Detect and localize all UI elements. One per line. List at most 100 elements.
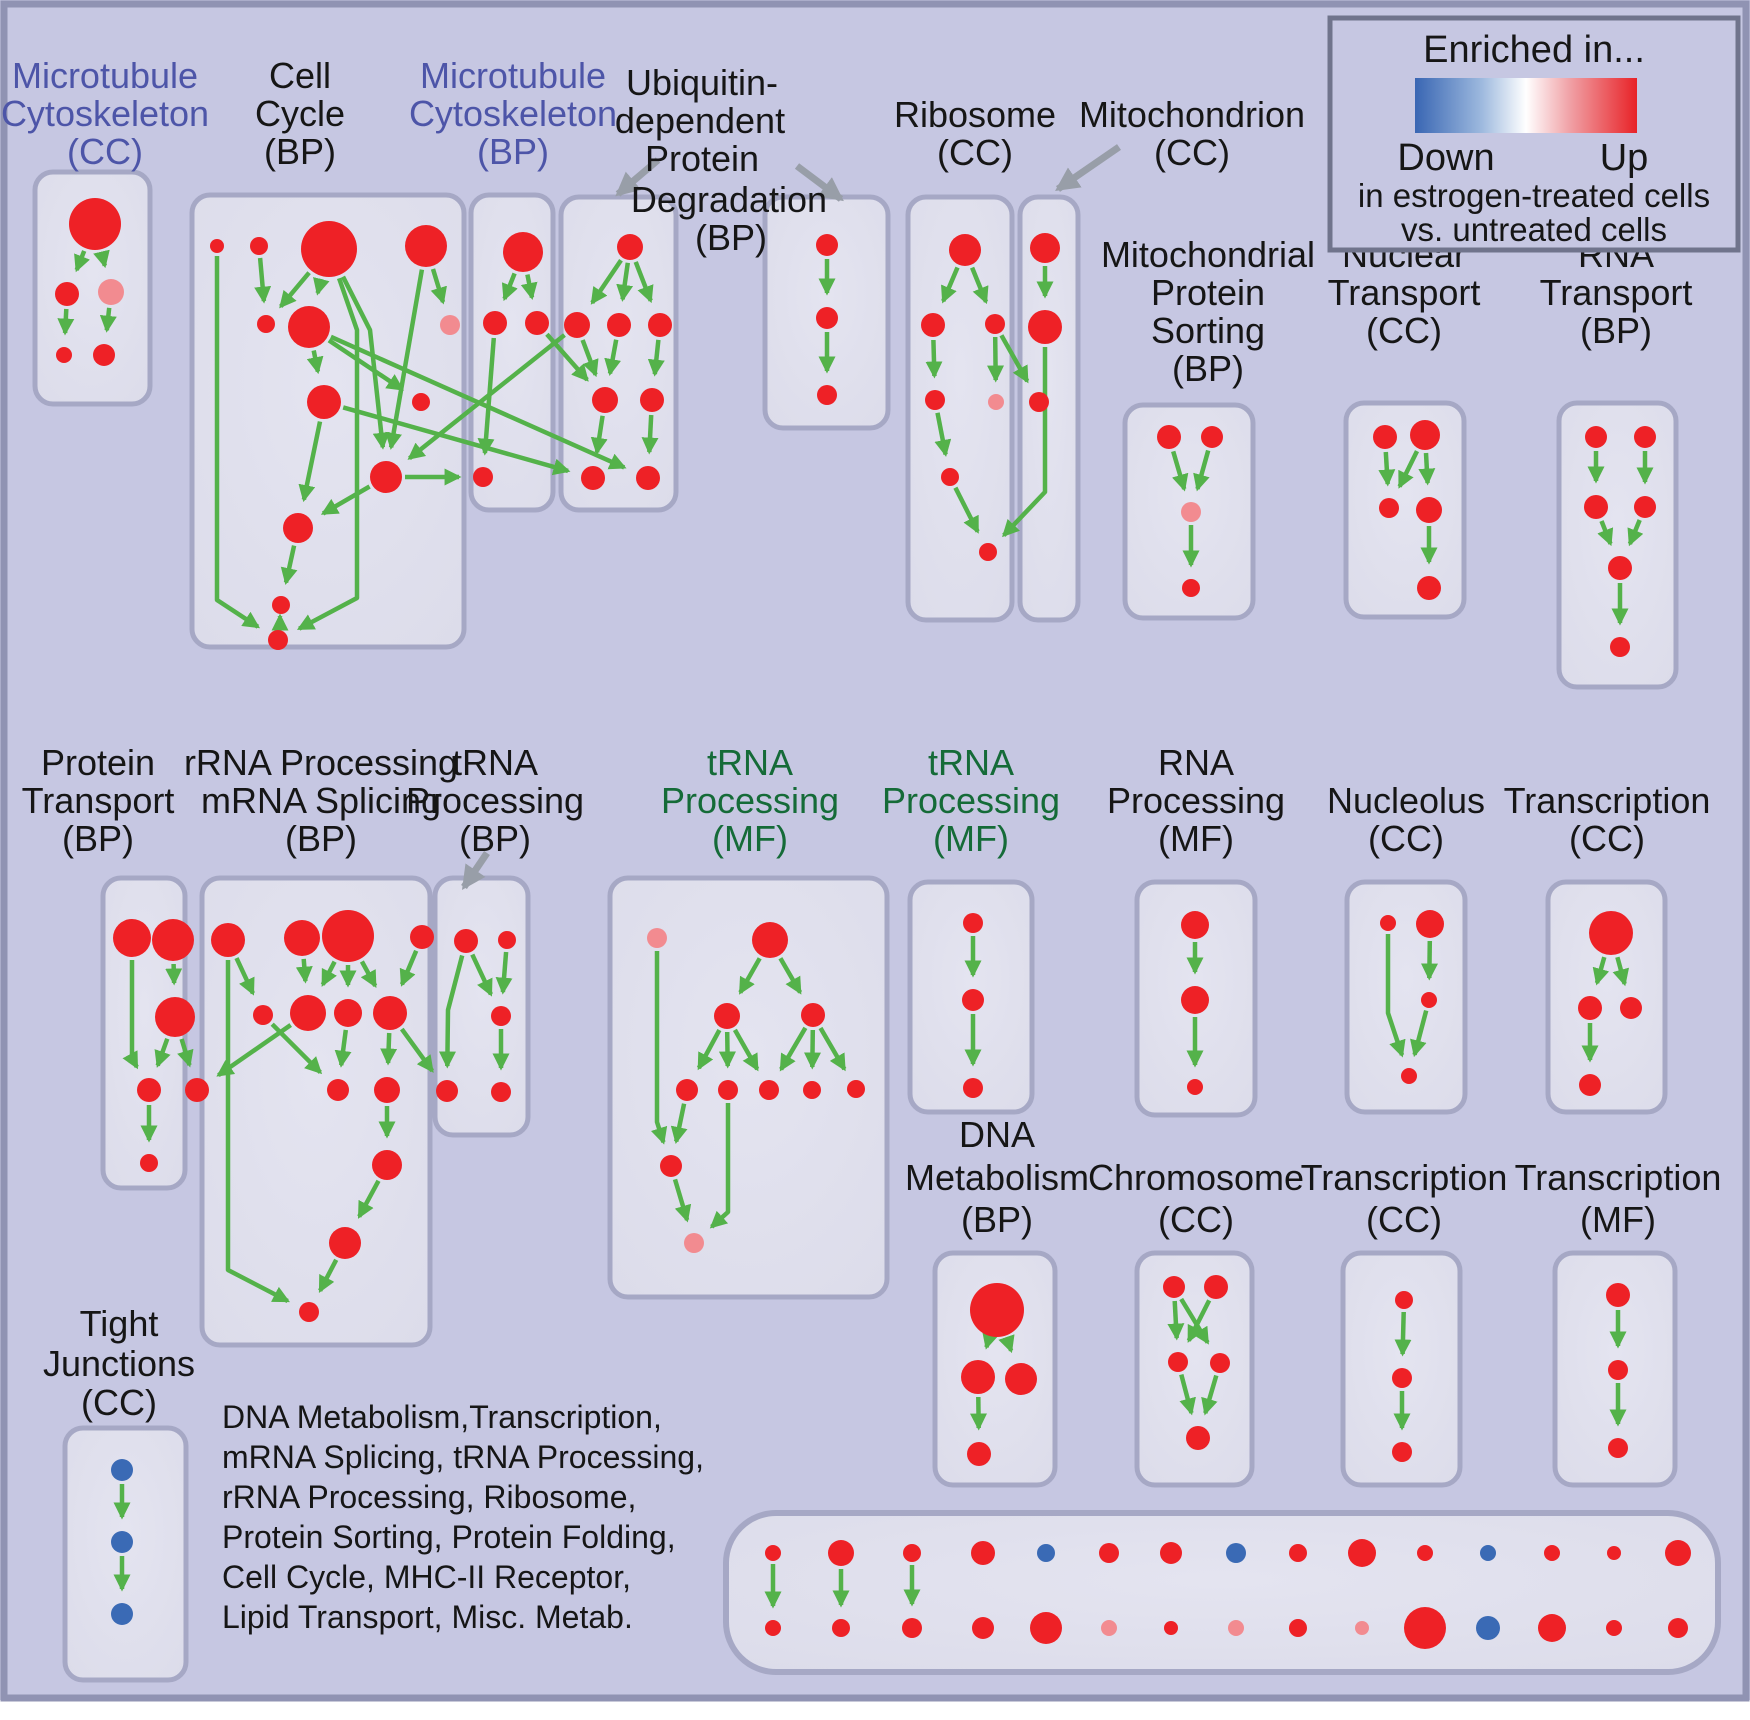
go-node-tmf1-w5 <box>847 1080 865 1098</box>
go-node-rnat-ml <box>1584 495 1608 519</box>
cluster-label: (BP) <box>477 131 549 172</box>
misc-cluster-text-line: Cell Cycle, MHC-II Receptor, <box>222 1559 631 1595</box>
edge-arrow <box>65 309 66 333</box>
cluster-label: (BP) <box>459 818 531 859</box>
go-node-chrom-mr <box>1210 1353 1230 1373</box>
go-node-tmf3-c <box>1608 1438 1628 1458</box>
cluster-label: (BP) <box>62 818 134 859</box>
go-node-nucl-b <box>1401 1068 1417 1084</box>
merged-cluster-box <box>726 1513 1718 1672</box>
go-node-tbp-br <box>491 1082 511 1102</box>
go-node-ua-m2 <box>640 388 664 412</box>
go-node-ua-m1 <box>592 387 618 413</box>
cluster-label: (CC) <box>1366 310 1442 351</box>
edge-arrow <box>987 1339 989 1347</box>
edge-arrow <box>727 1032 728 1066</box>
pill-node <box>765 1620 781 1636</box>
go-node-rrna-d2 <box>329 1227 361 1259</box>
go-node-mt_cc-t <box>69 198 121 250</box>
go-node-rrna-l2 <box>185 1078 209 1102</box>
go-node-tcc2-t <box>1589 911 1633 955</box>
go-node-rrna-r2 <box>284 920 320 956</box>
cluster-label: Microtubule <box>12 55 198 96</box>
cluster-label: Cytoskeleton <box>1 93 209 134</box>
cluster-label: tRNA <box>452 742 538 783</box>
edge-arrow <box>1426 453 1428 483</box>
cluster-label: (BP) <box>264 131 336 172</box>
pill-node <box>1226 1543 1246 1563</box>
go-node-pt-l <box>137 1078 161 1102</box>
pill-node <box>972 1617 994 1639</box>
go-node-tmf1-w4 <box>803 1081 821 1099</box>
go-node-tmf3-a <box>1606 1283 1630 1307</box>
go-node-rrna-r1 <box>211 923 245 957</box>
go-node-mt_bp-mr <box>525 311 549 335</box>
go-node-mt_cc-bl <box>56 347 72 363</box>
cluster-label: DNA <box>959 1114 1035 1155</box>
cluster-label: tRNA <box>707 742 793 783</box>
go-node-pt-t2 <box>152 919 194 961</box>
go-node-cc-n2 <box>250 237 268 255</box>
go-node-nt-tr <box>1410 420 1440 450</box>
cluster-label: (CC) <box>1569 818 1645 859</box>
go-node-rnat-m <box>1608 556 1632 580</box>
misc-cluster-text-line: mRNA Splicing, tRNA Processing, <box>222 1439 704 1475</box>
cluster-label: Transcription <box>1504 780 1711 821</box>
go-node-tcc3-b <box>1392 1368 1412 1388</box>
cluster-label: (BP) <box>961 1199 1033 1240</box>
go-node-tmf1-w1 <box>676 1079 698 1101</box>
go-node-tj-a <box>111 1459 133 1481</box>
misc-cluster-text-line: Lipid Transport, Misc. Metab. <box>222 1599 633 1635</box>
go-node-rrna-m3 <box>373 996 407 1030</box>
cluster-label: Processing <box>406 780 584 821</box>
edge-arrow <box>649 415 651 452</box>
go-node-rnat-b <box>1610 637 1630 657</box>
go-node-chrom-tl <box>1163 1276 1185 1298</box>
go-node-cc-n13 <box>268 630 288 650</box>
cluster-label: (CC) <box>937 132 1013 173</box>
misc-cluster-text-line: DNA Metabolism,Transcription, <box>222 1399 662 1435</box>
go-node-nucl-m <box>1421 992 1437 1008</box>
pill-node <box>1099 1543 1119 1563</box>
go-node-rnat-tr <box>1634 426 1656 448</box>
edge-arrow <box>102 252 105 266</box>
pill-node <box>1348 1539 1376 1567</box>
go-node-rnamf-b <box>1181 986 1209 1014</box>
go-node-mps-b <box>1182 579 1200 597</box>
go-node-tmf1-pkb <box>684 1233 704 1253</box>
cluster-label: Ubiquitin- <box>626 62 778 103</box>
cluster-label: Cycle <box>255 93 345 134</box>
go-node-chrom-b <box>1186 1426 1210 1450</box>
cluster-label: Transport <box>22 780 175 821</box>
go-node-mt_cc-ml <box>55 282 79 306</box>
pill-node <box>1355 1621 1369 1635</box>
legend-down-label: Down <box>1397 137 1494 179</box>
edge-arrow <box>812 1030 813 1067</box>
go-node-tmf1-w3 <box>759 1080 779 1100</box>
go-node-ua-t <box>617 234 643 260</box>
go-node-tbp-m <box>491 1006 511 1026</box>
pill-node <box>1101 1620 1117 1636</box>
cluster-label: Processing <box>1107 780 1285 821</box>
cluster-box-chrom <box>1137 1253 1252 1485</box>
pill-node <box>1607 1546 1621 1560</box>
pill-node <box>1289 1619 1307 1637</box>
cluster-label: Protein <box>41 742 155 783</box>
go-node-tmf1-pkt <box>647 928 667 948</box>
go-node-cc-n7 <box>440 315 460 335</box>
pill-node <box>1417 1545 1433 1561</box>
go-node-tbp-tr <box>498 931 516 949</box>
go-node-cc-n6 <box>288 306 330 348</box>
cluster-label: (MF) <box>1158 818 1234 859</box>
cluster-label: Protein <box>645 138 759 179</box>
go-node-mps-tl <box>1157 425 1181 449</box>
pill-node <box>971 1541 995 1565</box>
cluster-label: (MF) <box>933 818 1009 859</box>
edge-arrow <box>1403 1312 1404 1354</box>
go-node-tmf2-b <box>962 989 984 1011</box>
go-node-rrna-s <box>253 1005 273 1025</box>
go-node-ub-v2 <box>816 307 838 329</box>
edge-arrow <box>1175 1301 1177 1338</box>
